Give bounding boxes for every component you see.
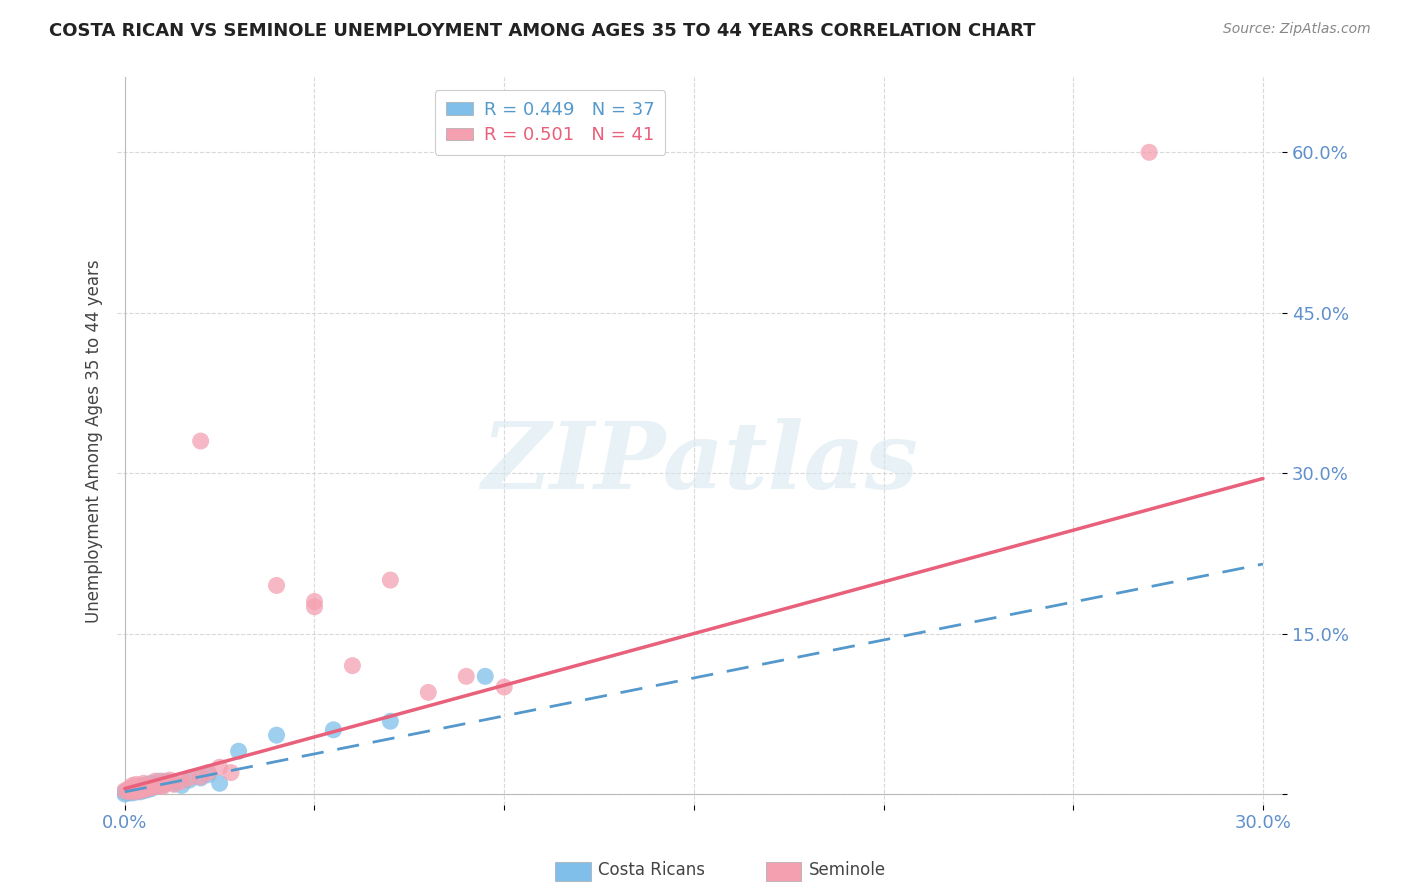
Point (121, 779, 143, 793)
Point (190, 771, 212, 785)
Point (114, 787, 136, 801)
Point (155, 774, 177, 789)
Point (114, 785, 136, 799)
Point (132, 776, 155, 790)
Point (380, 714, 402, 729)
Point (266, 728, 288, 742)
Point (129, 782, 152, 797)
Text: ZIPatlas: ZIPatlas (481, 417, 918, 508)
Point (152, 774, 174, 789)
Y-axis label: Unemployment Among Ages 35 to 44 years: Unemployment Among Ages 35 to 44 years (86, 260, 103, 623)
Point (129, 785, 152, 799)
Point (342, 658, 364, 673)
Point (179, 773, 201, 788)
Point (117, 786, 139, 800)
Point (159, 773, 181, 788)
Point (143, 777, 166, 791)
Point (136, 779, 159, 793)
Text: Source: ZipAtlas.com: Source: ZipAtlas.com (1223, 22, 1371, 37)
Point (129, 780, 152, 794)
Point (121, 784, 143, 798)
Point (143, 774, 166, 789)
Point (148, 779, 170, 793)
Point (152, 780, 174, 794)
Text: COSTA RICAN VS SEMINOLE UNEMPLOYMENT AMONG AGES 35 TO 44 YEARS CORRELATION CHART: COSTA RICAN VS SEMINOLE UNEMPLOYMENT AMO… (49, 22, 1036, 40)
Point (117, 784, 139, 798)
Point (155, 776, 177, 790)
Point (121, 784, 143, 798)
Text: Costa Ricans: Costa Ricans (598, 861, 704, 879)
Point (152, 779, 174, 793)
Point (141, 776, 163, 790)
Point (266, 578, 288, 592)
Point (121, 781, 143, 796)
Point (494, 680, 516, 694)
Point (380, 573, 402, 587)
Point (197, 765, 219, 780)
Point (121, 786, 143, 800)
Point (125, 780, 148, 795)
Point (474, 669, 496, 683)
Point (125, 777, 148, 791)
Point (136, 777, 159, 791)
Point (125, 785, 148, 799)
Point (125, 782, 148, 797)
Text: Seminole: Seminole (808, 861, 886, 879)
Point (129, 780, 152, 794)
Point (132, 780, 155, 795)
Point (304, 594, 326, 608)
Point (125, 781, 148, 796)
Point (163, 776, 186, 790)
Point (129, 784, 152, 798)
Point (132, 782, 155, 797)
Point (121, 780, 143, 795)
Point (132, 781, 155, 796)
Point (141, 780, 163, 795)
Point (190, 434, 212, 448)
Point (117, 785, 139, 799)
Point (136, 782, 159, 797)
Point (143, 780, 166, 794)
Point (132, 779, 155, 793)
Legend: R = 0.449   N = 37, R = 0.501   N = 41: R = 0.449 N = 37, R = 0.501 N = 41 (434, 90, 665, 155)
Point (114, 784, 136, 798)
Point (170, 774, 193, 789)
Point (197, 768, 219, 782)
Point (163, 777, 186, 791)
Point (228, 744, 250, 758)
Point (148, 774, 170, 789)
Point (141, 781, 163, 796)
Point (117, 782, 139, 797)
Point (219, 765, 242, 780)
Point (208, 760, 231, 774)
Point (418, 685, 440, 699)
Point (117, 781, 139, 796)
Point (136, 781, 159, 796)
Point (170, 779, 193, 793)
Point (304, 599, 326, 614)
Point (208, 776, 231, 790)
Point (125, 785, 148, 799)
Point (125, 784, 148, 798)
Point (456, 669, 478, 683)
Point (179, 771, 201, 785)
Point (1137, 145, 1160, 160)
Point (322, 723, 344, 737)
Point (132, 784, 155, 798)
Point (190, 770, 212, 784)
